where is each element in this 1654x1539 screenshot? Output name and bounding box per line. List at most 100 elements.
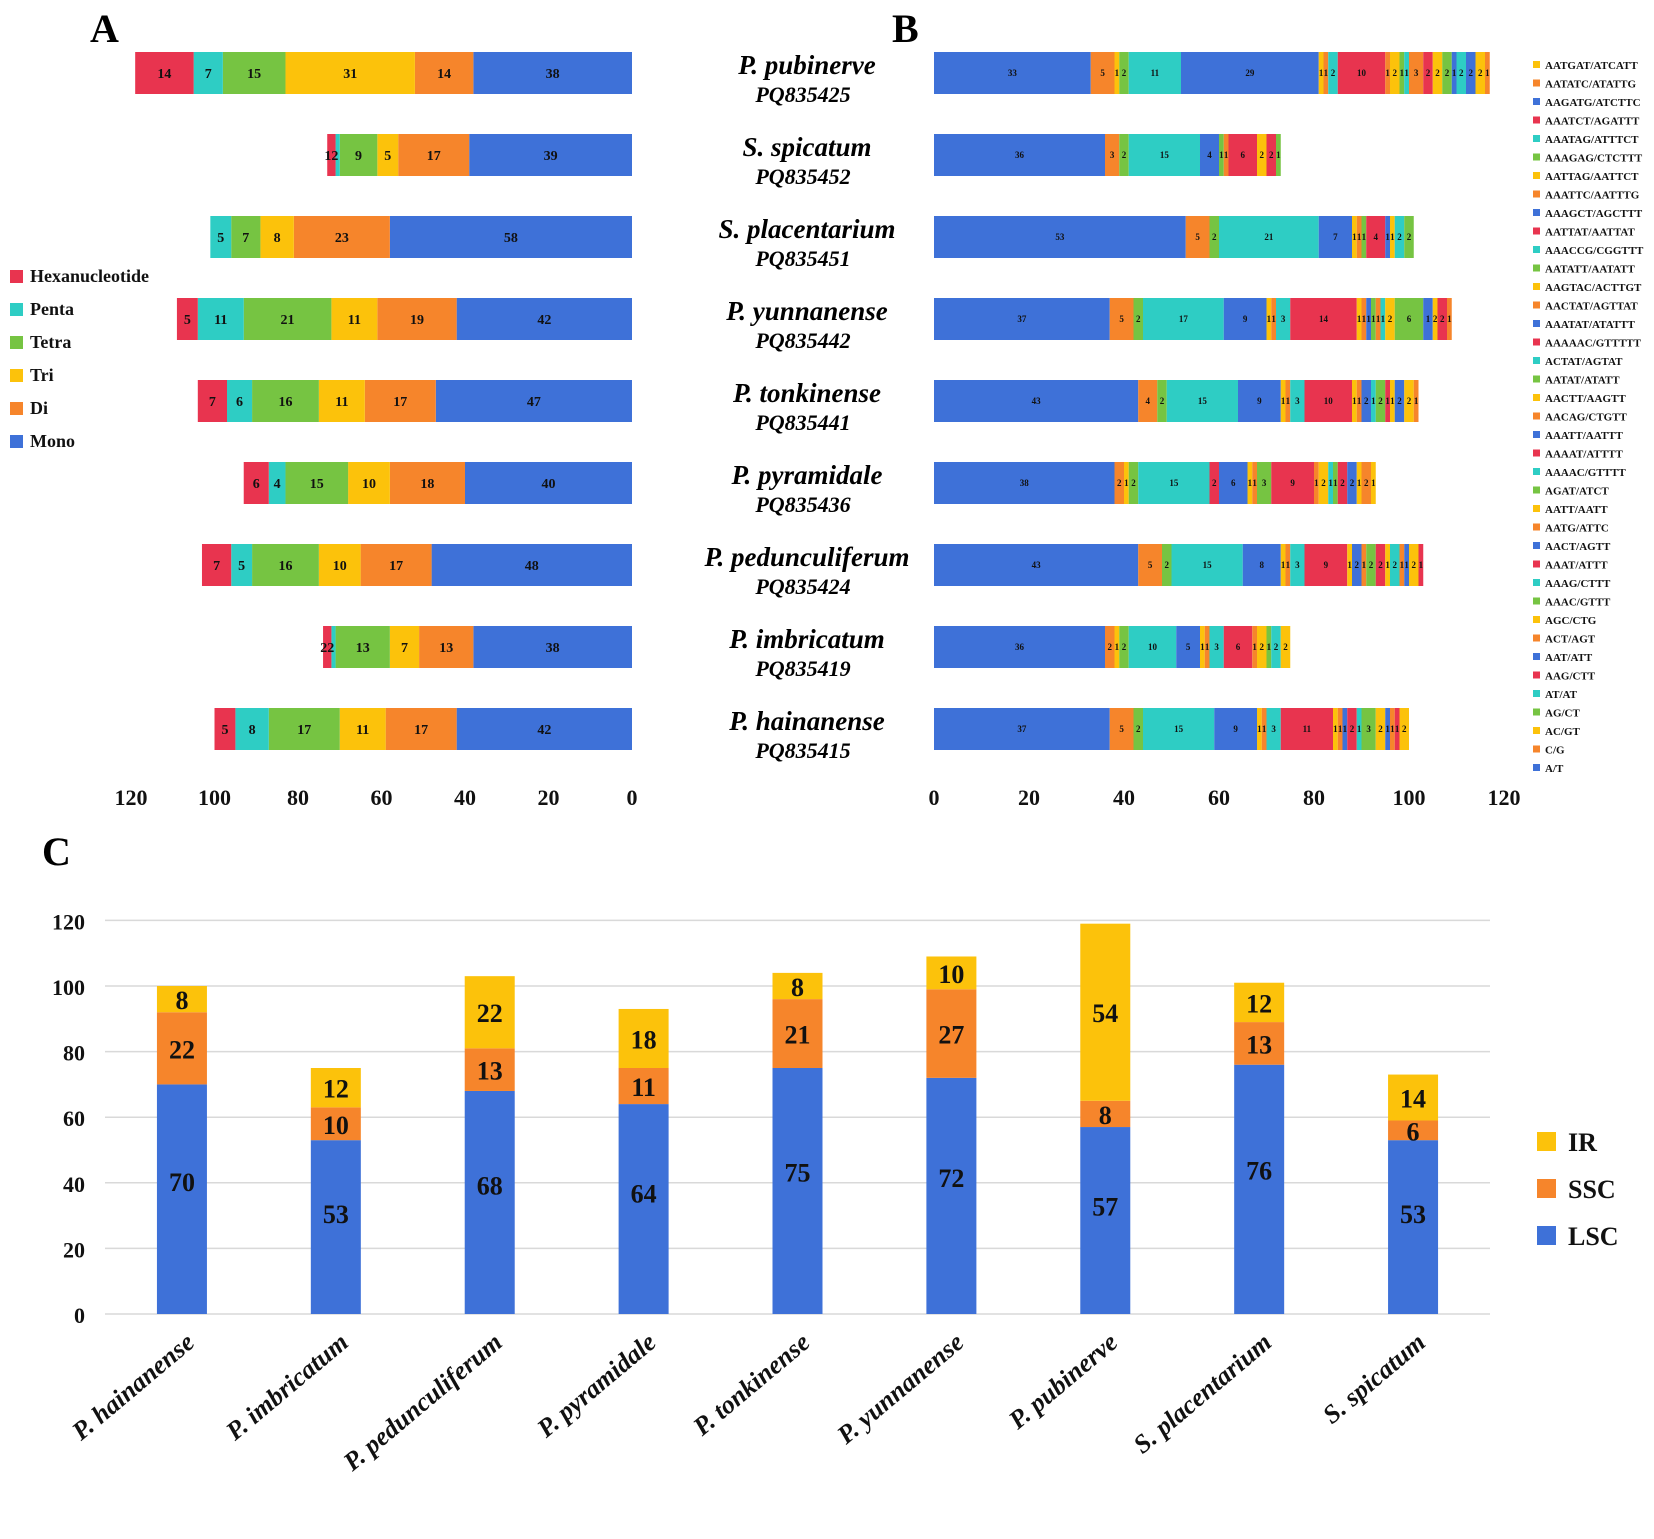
bar-b-label: 43	[1032, 560, 1042, 570]
bar-b-label: 1	[1390, 724, 1395, 734]
bar-b-label: 1	[1200, 642, 1205, 652]
bar-b-s-placentarium-seg	[1356, 216, 1362, 258]
bar-a-p-pubinerve-tetra	[222, 52, 286, 94]
bar-a-p-pedunculiferum-di	[360, 544, 432, 586]
bar-b-p-pubinerve-seg	[1318, 52, 1324, 94]
bar-b-p-pyramidale-seg	[1318, 462, 1329, 504]
bar-b-p-yunnanense-seg	[1437, 298, 1447, 340]
bar-c-value: 75	[785, 1158, 811, 1187]
bar-b-p-tonkinense-seg	[1413, 380, 1419, 422]
legend-b-label: AAAAAC/GTTTTT	[1545, 338, 1642, 350]
bar-b-s-spicatum-seg	[1219, 134, 1224, 176]
bar-b-label: 15	[1160, 150, 1170, 160]
bar-b-label: 3	[1295, 560, 1300, 570]
bar-b-p-pyramidale-seg	[1356, 462, 1362, 504]
bar-a-p-imbricatum-mono	[473, 626, 632, 668]
bar-b-label: 2	[1340, 478, 1345, 488]
bar-b-p-pedunculiferum-seg	[1375, 544, 1386, 586]
bar-b-p-hainanense-seg	[1375, 708, 1386, 750]
bar-b-label: 1	[1371, 396, 1376, 406]
species-accession: PQ835441	[754, 410, 850, 435]
legend-b-label: AAAT/ATTT	[1545, 560, 1608, 572]
bar-b-p-pyramidale-seg	[1114, 462, 1124, 504]
bar-c-p-hainanense-ir	[156, 986, 207, 1013]
bar-c-value: 11	[631, 1073, 656, 1102]
bar-c-s-spicatum-lsc	[1388, 1140, 1439, 1314]
bar-b-p-hainanense-seg	[1280, 708, 1333, 750]
bar-b-label: 15	[1169, 478, 1179, 488]
legend-b-swatch	[1533, 468, 1540, 475]
bar-b-p-hainanense-seg	[1333, 708, 1338, 750]
legend-b-swatch	[1533, 579, 1540, 586]
legend-b-label: ACTAT/AGTAT	[1545, 356, 1623, 368]
bar-a-label: 13	[439, 641, 453, 656]
bar-a-s-spicatum-tri	[377, 134, 399, 176]
legend-a-label: Penta	[30, 299, 74, 319]
bar-b-s-spicatum-seg	[1223, 134, 1229, 176]
bar-c-s-placentarium-ir	[1234, 982, 1285, 1023]
bar-b-label: 14	[1319, 314, 1329, 324]
bar-b-label: 6	[1231, 478, 1236, 488]
bar-c-value: 8	[1099, 1101, 1112, 1130]
bar-b-label: 1	[1276, 150, 1281, 160]
bar-b-label: 2	[1369, 560, 1374, 570]
axis-b-tick: 40	[1113, 785, 1135, 810]
species-accession: PQ835442	[754, 328, 850, 353]
bar-b-label: 1	[1357, 232, 1362, 242]
bar-b-label: 1	[1419, 560, 1424, 570]
bar-a-p-hainanense-hexa	[214, 708, 236, 750]
bar-b-p-pyramidale-seg	[1247, 462, 1253, 504]
bar-a-p-imbricatum-tetra	[335, 626, 390, 668]
bar-b-p-tonkinense-seg	[1352, 380, 1357, 422]
bar-a-label: 58	[504, 231, 518, 246]
bar-b-label: 1	[1385, 560, 1390, 570]
bar-b-p-imbricatum-seg	[1280, 626, 1291, 668]
bar-c-p-pyramidale-ir	[618, 1008, 669, 1068]
bar-c-value: 8	[791, 973, 804, 1002]
bar-b-label: 2	[1407, 396, 1412, 406]
axis-c-category: P. pyramidale	[531, 1327, 662, 1443]
legend-a-swatch-mono	[10, 435, 23, 448]
bar-c-value: 68	[477, 1172, 503, 1201]
legend-b-label: AATT/AATT	[1545, 504, 1608, 516]
bar-c-value: 54	[1092, 999, 1118, 1028]
legend-b-swatch	[1533, 375, 1540, 383]
bar-c-value: 13	[1246, 1030, 1272, 1059]
bar-b-label: 2	[1364, 396, 1369, 406]
bar-a-p-pyramidale-penta	[268, 462, 286, 504]
legend-b-label: AATTAG/AATTCT	[1545, 171, 1639, 183]
legend-b-swatch	[1533, 301, 1540, 309]
legend-b-label: AAT/ATT	[1545, 652, 1593, 664]
bar-b-label: 5	[1148, 560, 1153, 570]
bar-b-s-placentarium-seg	[1366, 216, 1386, 258]
species-accession: PQ835424	[754, 574, 850, 599]
legend-b-label: AAGATG/ATCTTC	[1545, 97, 1641, 109]
species-accession: PQ835436	[754, 492, 850, 517]
bar-b-p-tonkinense-seg	[1361, 380, 1371, 422]
bar-c-p-hainanense-ssc	[156, 1012, 207, 1085]
bar-a-p-yunnanense-mono	[456, 298, 632, 340]
bar-c-value: 76	[1246, 1156, 1272, 1185]
bar-c-value: 22	[169, 1035, 195, 1064]
bar-c-value: 10	[323, 1111, 349, 1140]
bar-a-p-imbricatum-tri	[389, 626, 420, 668]
bar-b-label: 2	[1269, 150, 1274, 160]
chart-c-region-bars: 0 20 40 60 80 100 120 70 22 8 P. hainanense 53 10 12 P…	[52, 909, 1619, 1477]
bar-b-p-yunnanense-seg	[1271, 298, 1276, 340]
bar-a-label: 10	[333, 559, 347, 574]
bar-b-label: 1	[1357, 724, 1362, 734]
bar-b-label: 2	[1321, 478, 1326, 488]
bar-b-label: 5	[1186, 642, 1191, 652]
bar-a-s-placentarium-di	[293, 216, 390, 258]
legend-b-label: AAGTAC/ACTTGT	[1545, 282, 1642, 294]
bar-b-label: 2	[1136, 724, 1141, 734]
bar-a-label: 5	[238, 559, 245, 574]
bar-b-p-pubinerve-seg	[1390, 52, 1400, 94]
bar-c-value: 70	[169, 1168, 195, 1197]
bar-b-label: 1	[1286, 396, 1291, 406]
axis-b-tick: 100	[1393, 785, 1426, 810]
bar-b-p-pubinerve-seg	[1485, 52, 1490, 94]
bar-b-p-pedunculiferum-seg	[1390, 544, 1400, 586]
bar-b-p-pubinerve-seg	[1399, 52, 1405, 94]
bar-b-s-spicatum-seg	[1228, 134, 1257, 176]
